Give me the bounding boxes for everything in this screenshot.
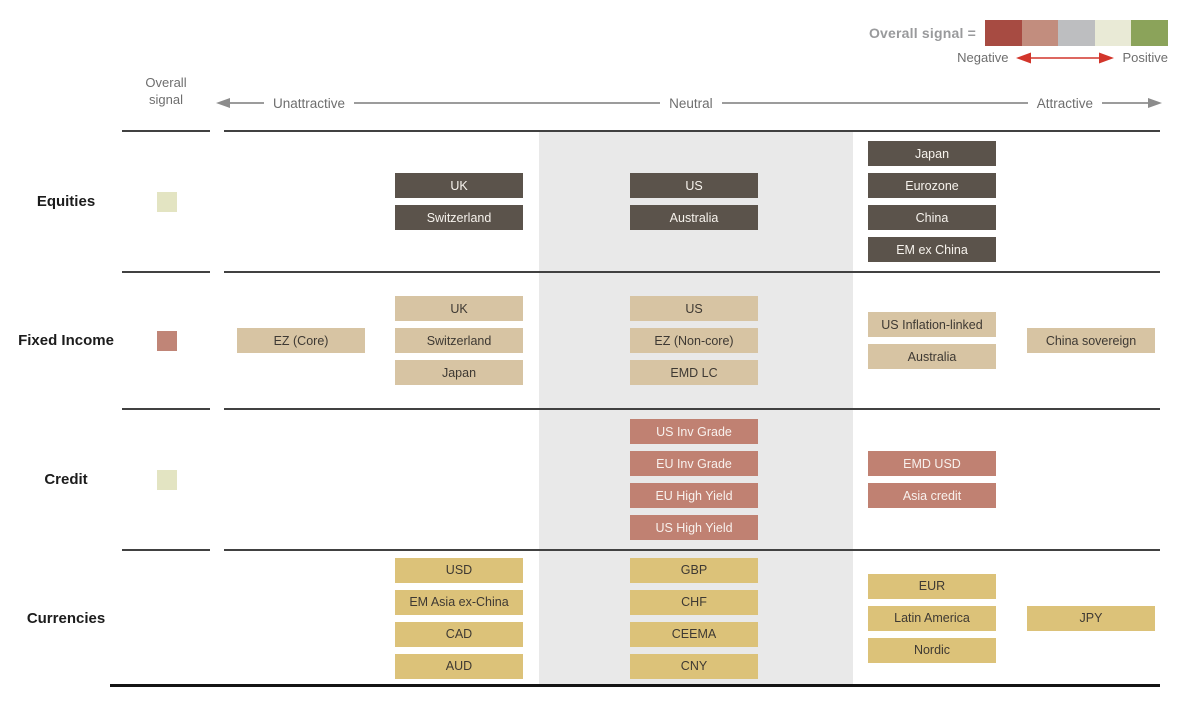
double-arrow-icon [1016,52,1115,63]
overall-signal-swatch [157,330,177,351]
signal-column-group: US Australia [630,131,758,272]
signal-column-group: US Inflation-linked Australia [868,272,996,409]
asset-box: UK [395,173,523,198]
axis-line [230,102,264,104]
legend-color-scale [985,20,1168,46]
row-separator [224,130,1160,132]
asset-box: AUD [395,653,523,679]
axis-label-unattractive: Unattractive [273,95,346,111]
legend-swatch [1058,20,1095,46]
signal-column-group: Japan Eurozone China EM ex China [868,131,996,272]
asset-box: USD [395,557,523,583]
asset-box: US High Yield [630,515,758,540]
axis-arrow-left-icon [216,98,230,108]
positive-label: Positive [1122,50,1168,65]
signal-column-group: UK Switzerland Japan [395,272,523,409]
asset-class-row: Fixed Income EZ (Core) UK Switzerland Japan U… [0,272,1180,409]
asset-box: Japan [395,360,523,385]
asset-box: JPY [1027,605,1155,631]
asset-box: UK [395,296,523,321]
signal-column-group: USD EM Asia ex-China CAD AUD [395,550,523,686]
attractiveness-axis: Unattractive Neutral Attractive [216,95,1162,111]
row-label: Credit [44,471,88,488]
asset-class-row: Currencies USD EM Asia ex-China CAD AUD GBP CH… [0,550,1180,686]
asset-box: EMD USD [868,451,996,476]
asset-box: China [868,205,996,230]
row-label: Fixed Income [18,332,114,349]
asset-box: China sovereign [1027,328,1155,353]
asset-box: GBP [630,557,758,583]
legend-direction-row: Negative Positive [748,50,1168,65]
legend-title: Overall signal = [868,25,977,41]
axis-label-neutral: Neutral [669,95,713,111]
row-separator [122,271,210,273]
asset-box: US Inflation-linked [868,312,996,337]
row-separator [224,271,1160,273]
signal-column-group: GBP CHF CEEMA CNY [630,550,758,686]
axis-arrow-right-icon [1148,98,1162,108]
row-separator [224,549,1160,551]
legend-swatch [1021,20,1059,46]
asset-box: US Inv Grade [630,419,758,444]
asset-class-row: Equities UK Switzerland US Australia Japan Eur… [0,131,1180,272]
asset-box: CNY [630,653,758,679]
axis-line [354,102,661,104]
axis-label-attractive: Attractive [1036,95,1093,111]
asset-box: US [630,296,758,321]
asset-box: EMD LC [630,360,758,385]
asset-box: Switzerland [395,328,523,353]
axis-line [1102,102,1148,104]
asset-class-row: Credit US Inv Grade EU Inv Grade EU High Yi… [0,409,1180,550]
asset-box: Australia [630,205,758,230]
signal-column-group: EUR Latin America Nordic [868,550,996,686]
row-separator [122,549,210,551]
asset-box: Nordic [868,637,996,663]
legend-swatch [985,20,1022,46]
negative-label: Negative [957,50,1009,65]
axis-line [721,102,1028,104]
legend-swatch [1131,20,1168,46]
asset-box: Asia credit [868,483,996,508]
bottom-border [110,684,1160,687]
row-separator [122,130,210,132]
legend-scale-row: Overall signal = [748,20,1168,46]
row-label: Currencies [26,609,106,627]
asset-box: CAD [395,621,523,647]
asset-box: Australia [868,344,996,369]
row-separator [122,408,210,410]
asset-box: Eurozone [868,173,996,198]
asset-box: EUR [868,573,996,599]
asset-box: EU High Yield [630,483,758,508]
asset-box: Latin America [868,605,996,631]
asset-box: Switzerland [395,205,523,230]
overall-signal-swatch [157,191,177,212]
row-label: Equities [36,193,96,210]
legend-swatch [1094,20,1132,46]
asset-box: CEEMA [630,621,758,647]
signal-column-group: US EZ (Non-core) EMD LC [630,272,758,409]
asset-box: EM ex China [868,237,996,262]
asset-box: EZ (Core) [237,328,365,353]
asset-box: EM Asia ex-China [395,589,523,615]
signal-column-header: Overall signal [145,75,187,107]
signal-column-group: UK Switzerland [395,131,523,272]
asset-box: EZ (Non-core) [630,328,758,353]
asset-box: US [630,173,758,198]
asset-box: EU Inv Grade [630,451,758,476]
asset-box: CHF [630,589,758,615]
signal-column-group: EZ (Core) [237,272,365,409]
signal-column-group: JPY [1027,550,1155,686]
row-separator [224,408,1160,410]
overall-signal-swatch [157,469,177,490]
signal-column-group: US Inv Grade EU Inv Grade EU High Yield US … [630,409,758,550]
signal-column-group: China sovereign [1027,272,1155,409]
asset-box: Japan [868,141,996,166]
signal-column-group: EMD USD Asia credit [868,409,996,550]
overall-signal-legend: Overall signal = Negative Positive [748,20,1168,65]
